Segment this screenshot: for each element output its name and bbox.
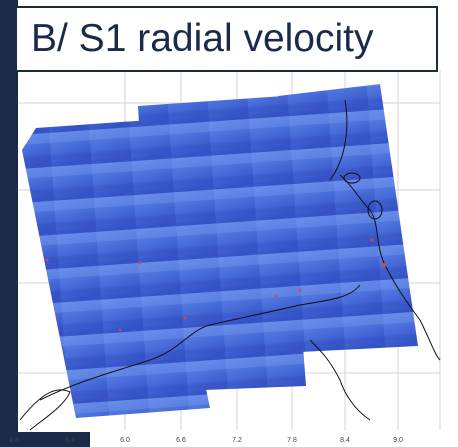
sar-swaths xyxy=(22,84,418,418)
title: B/ S1 radial velocity xyxy=(15,6,438,72)
x-tick-label: 6.0 xyxy=(120,437,130,444)
page: 4.8 5.4 6.0 6.6 7.2 7.8 8.4 9.0 B/ S1 radial ve… xyxy=(0,0,458,447)
x-axis: 4.8 5.4 6.0 6.6 7.2 7.8 8.4 9.0 xyxy=(9,437,403,444)
x-tick-label: 7.2 xyxy=(232,437,242,444)
x-tick-label: 7.8 xyxy=(287,437,297,444)
x-tick-label: 6.6 xyxy=(176,437,186,444)
x-tick-label: 9.0 xyxy=(393,437,403,444)
x-tick-label: 5.4 xyxy=(65,437,75,444)
x-tick-label: 8.4 xyxy=(340,437,350,444)
x-tick-label: 4.8 xyxy=(9,437,19,444)
